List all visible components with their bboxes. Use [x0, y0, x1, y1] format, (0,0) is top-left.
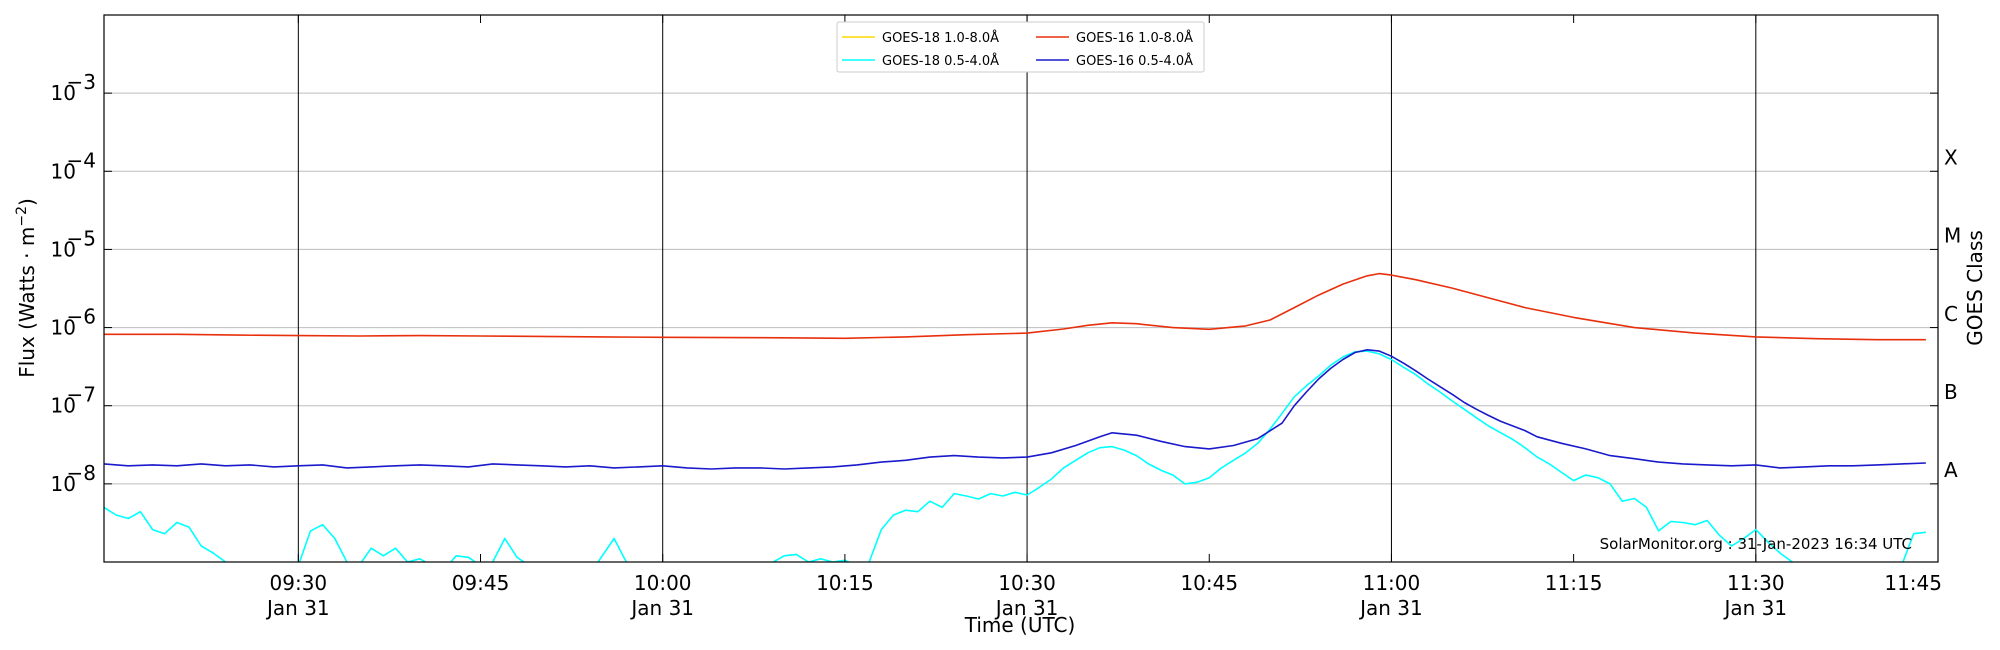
legend-box: [836, 21, 1205, 73]
goes-class-label: B: [1944, 380, 1958, 404]
y-tick-exponent: −3: [67, 70, 96, 94]
goes-class-labels: A B C M X: [1944, 146, 1961, 483]
y-tick-label: 10: [51, 81, 76, 105]
y-tick-exponent: −7: [67, 383, 96, 407]
goes-class-label: M: [1944, 224, 1961, 248]
series-line-goes-16-0-5-4-0-: [104, 348, 1926, 470]
y-tick-label: 10: [51, 316, 76, 340]
goes-class-label: X: [1944, 146, 1958, 170]
y-tick-exponent: −5: [67, 226, 96, 250]
series-line-goes-18-0-5-4-0-: [104, 350, 1926, 562]
x-tick-time-label: 10:15: [816, 571, 874, 595]
y-tick-label: 10: [51, 472, 76, 496]
x-tick-time-label: 10:30: [998, 571, 1056, 595]
x-tick-time-label: 10:00: [634, 571, 692, 595]
y-tick-exponent: −6: [67, 305, 96, 329]
x-tick-time-label: 11:00: [1363, 571, 1421, 595]
legend: GOES-18 1.0-8.0Å GOES-16 1.0-8.0Å GOES-18 …: [836, 21, 1205, 73]
y-tick-label: 10: [51, 237, 76, 261]
goes-class-label: C: [1944, 302, 1958, 326]
series-line-goes-16-1-0-8-0-: [104, 272, 1926, 341]
x-tick-date-label: Jan 31: [1722, 596, 1787, 620]
x-tick-date-label: Jan 31: [265, 596, 330, 620]
x-tick-time-label: 11:45: [1884, 571, 1942, 595]
y-tick-exponent: −8: [67, 461, 96, 485]
x-tick-date-label: Jan 31: [629, 596, 694, 620]
x-tick-date-label: Jan 31: [994, 596, 1059, 620]
legend-label: GOES-18 0.5-4.0Å: [882, 53, 999, 69]
y-axis-title: Flux (Watts · m−2): [14, 198, 39, 378]
y-tick-label: 10: [51, 394, 76, 418]
x-tick-date-label: Jan 31: [1358, 596, 1423, 620]
credit-annotation: SolarMonitor.org : 31-Jan-2023 16:34 UTC: [1600, 535, 1912, 553]
legend-label: GOES-16 1.0-8.0Å: [1076, 30, 1193, 46]
x-tick-time-label: 09:45: [452, 571, 510, 595]
x-tick-time-label: 09:30: [270, 571, 328, 595]
y2-axis-title: GOES Class: [1963, 230, 1987, 346]
x-tick-time-label: 11:15: [1545, 571, 1603, 595]
legend-label: GOES-16 0.5-4.0Å: [1076, 53, 1193, 69]
y-tick-exponent: −4: [67, 148, 96, 172]
goes-class-label: A: [1944, 458, 1958, 482]
x-tick-time-label: 11:30: [1727, 571, 1785, 595]
y-axis-ticks: 10−810−710−610−510−410−3: [51, 70, 1938, 496]
vline-layer: [297, 15, 1757, 562]
y-tick-label: 10: [51, 159, 76, 183]
series-layer: [104, 272, 1926, 562]
legend-label: GOES-18 1.0-8.0Å: [882, 30, 999, 46]
grid-layer: [104, 92, 1938, 485]
x-axis-title: Time (UTC): [964, 613, 1076, 637]
plot-frame: [103, 14, 1939, 563]
x-tick-time-label: 10:45: [1180, 571, 1238, 595]
